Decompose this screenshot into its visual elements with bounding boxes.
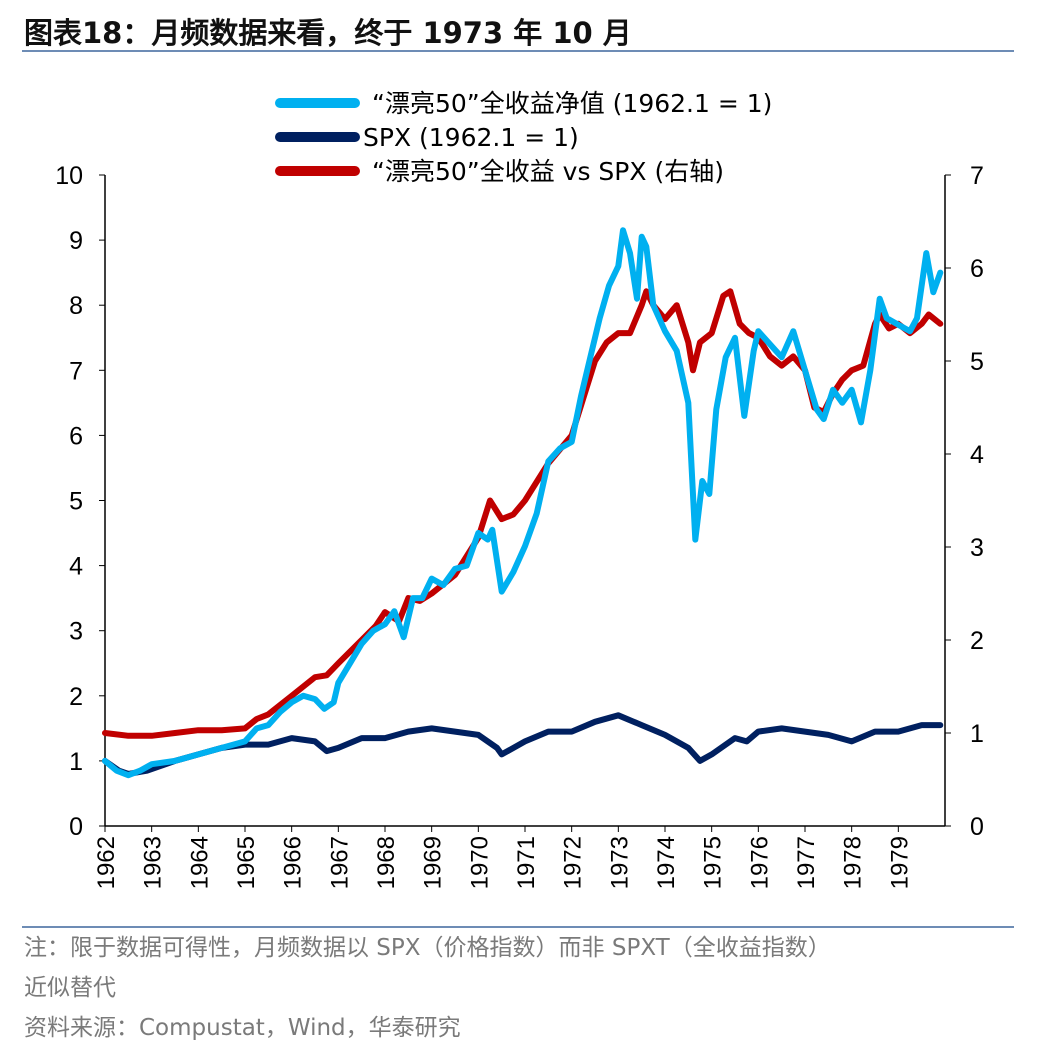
x-tick-label: 1974 — [653, 836, 680, 889]
y-tick-label-left: 2 — [69, 683, 83, 711]
x-tick-label: 1967 — [326, 836, 353, 889]
x-tick-label: 1966 — [280, 836, 307, 889]
series-line — [102, 227, 944, 779]
x-tick-label: 1965 — [233, 836, 260, 889]
x-tick-label: 1973 — [606, 836, 633, 889]
x-tick-label: 1978 — [840, 836, 867, 889]
source-note: 资料来源：Compustat，Wind，华泰研究 — [24, 1015, 461, 1041]
note-line2: 近似替代 — [24, 975, 116, 1001]
y-tick-label-right: 6 — [970, 255, 984, 283]
y-tick-label-left: 8 — [69, 292, 83, 320]
x-tick-label: 1968 — [373, 836, 400, 889]
x-tick-label: 1964 — [186, 836, 213, 889]
note-line1: 注：限于数据可得性，月频数据以 SPX（价格指数）而非 SPXT（全收益指数） — [24, 935, 831, 961]
footer-divider — [22, 926, 1014, 928]
y-tick-label-right: 2 — [970, 627, 984, 655]
y-tick-label-left: 10 — [55, 162, 83, 190]
x-tick-label: 1976 — [746, 836, 773, 889]
y-tick-label-left: 0 — [69, 813, 83, 841]
x-tick-label: 1969 — [420, 836, 447, 889]
legend-label: SPX (1962.1 = 1) — [363, 123, 579, 152]
y-tick-label-right: 0 — [970, 813, 984, 841]
y-tick-label-left: 5 — [69, 488, 83, 516]
x-tick-label: 1963 — [140, 836, 167, 889]
legend-label: “漂亮50”全收益 vs SPX (右轴) — [372, 157, 724, 186]
y-tick-label-right: 3 — [970, 534, 984, 562]
title-divider — [22, 50, 1014, 52]
y-tick-label-left: 4 — [69, 553, 83, 581]
x-tick-label: 1972 — [560, 836, 587, 889]
y-tick-label-left: 3 — [69, 618, 83, 646]
x-tick-label: 1975 — [700, 836, 727, 889]
y-tick-label-right: 4 — [970, 441, 984, 469]
y-tick-label-left: 9 — [69, 227, 83, 255]
x-tick-label: 1962 — [93, 836, 120, 889]
y-tick-label-right: 1 — [970, 720, 984, 748]
x-tick-label: 1977 — [793, 836, 820, 889]
y-tick-label-right: 7 — [970, 162, 984, 190]
page-title: 图表18：月频数据来看，终于 1973 年 10 月 — [24, 16, 632, 50]
y-tick-label-left: 6 — [69, 422, 83, 450]
y-tick-label-left: 1 — [69, 748, 83, 776]
legend-label: “漂亮50”全收益净值 (1962.1 = 1) — [372, 89, 772, 118]
x-tick-label: 1971 — [513, 836, 540, 889]
y-tick-label-right: 5 — [970, 348, 984, 376]
y-tick-label-left: 7 — [69, 357, 83, 385]
x-tick-label: 1970 — [466, 836, 493, 889]
chart: 0 1 2 3 4 5 6 7 8 9 10 0 1 2 3 4 5 6 7 1962 1963 1964 1965 1966… — [55, 89, 984, 889]
series-line — [102, 288, 944, 739]
x-tick-label: 1979 — [886, 836, 913, 889]
